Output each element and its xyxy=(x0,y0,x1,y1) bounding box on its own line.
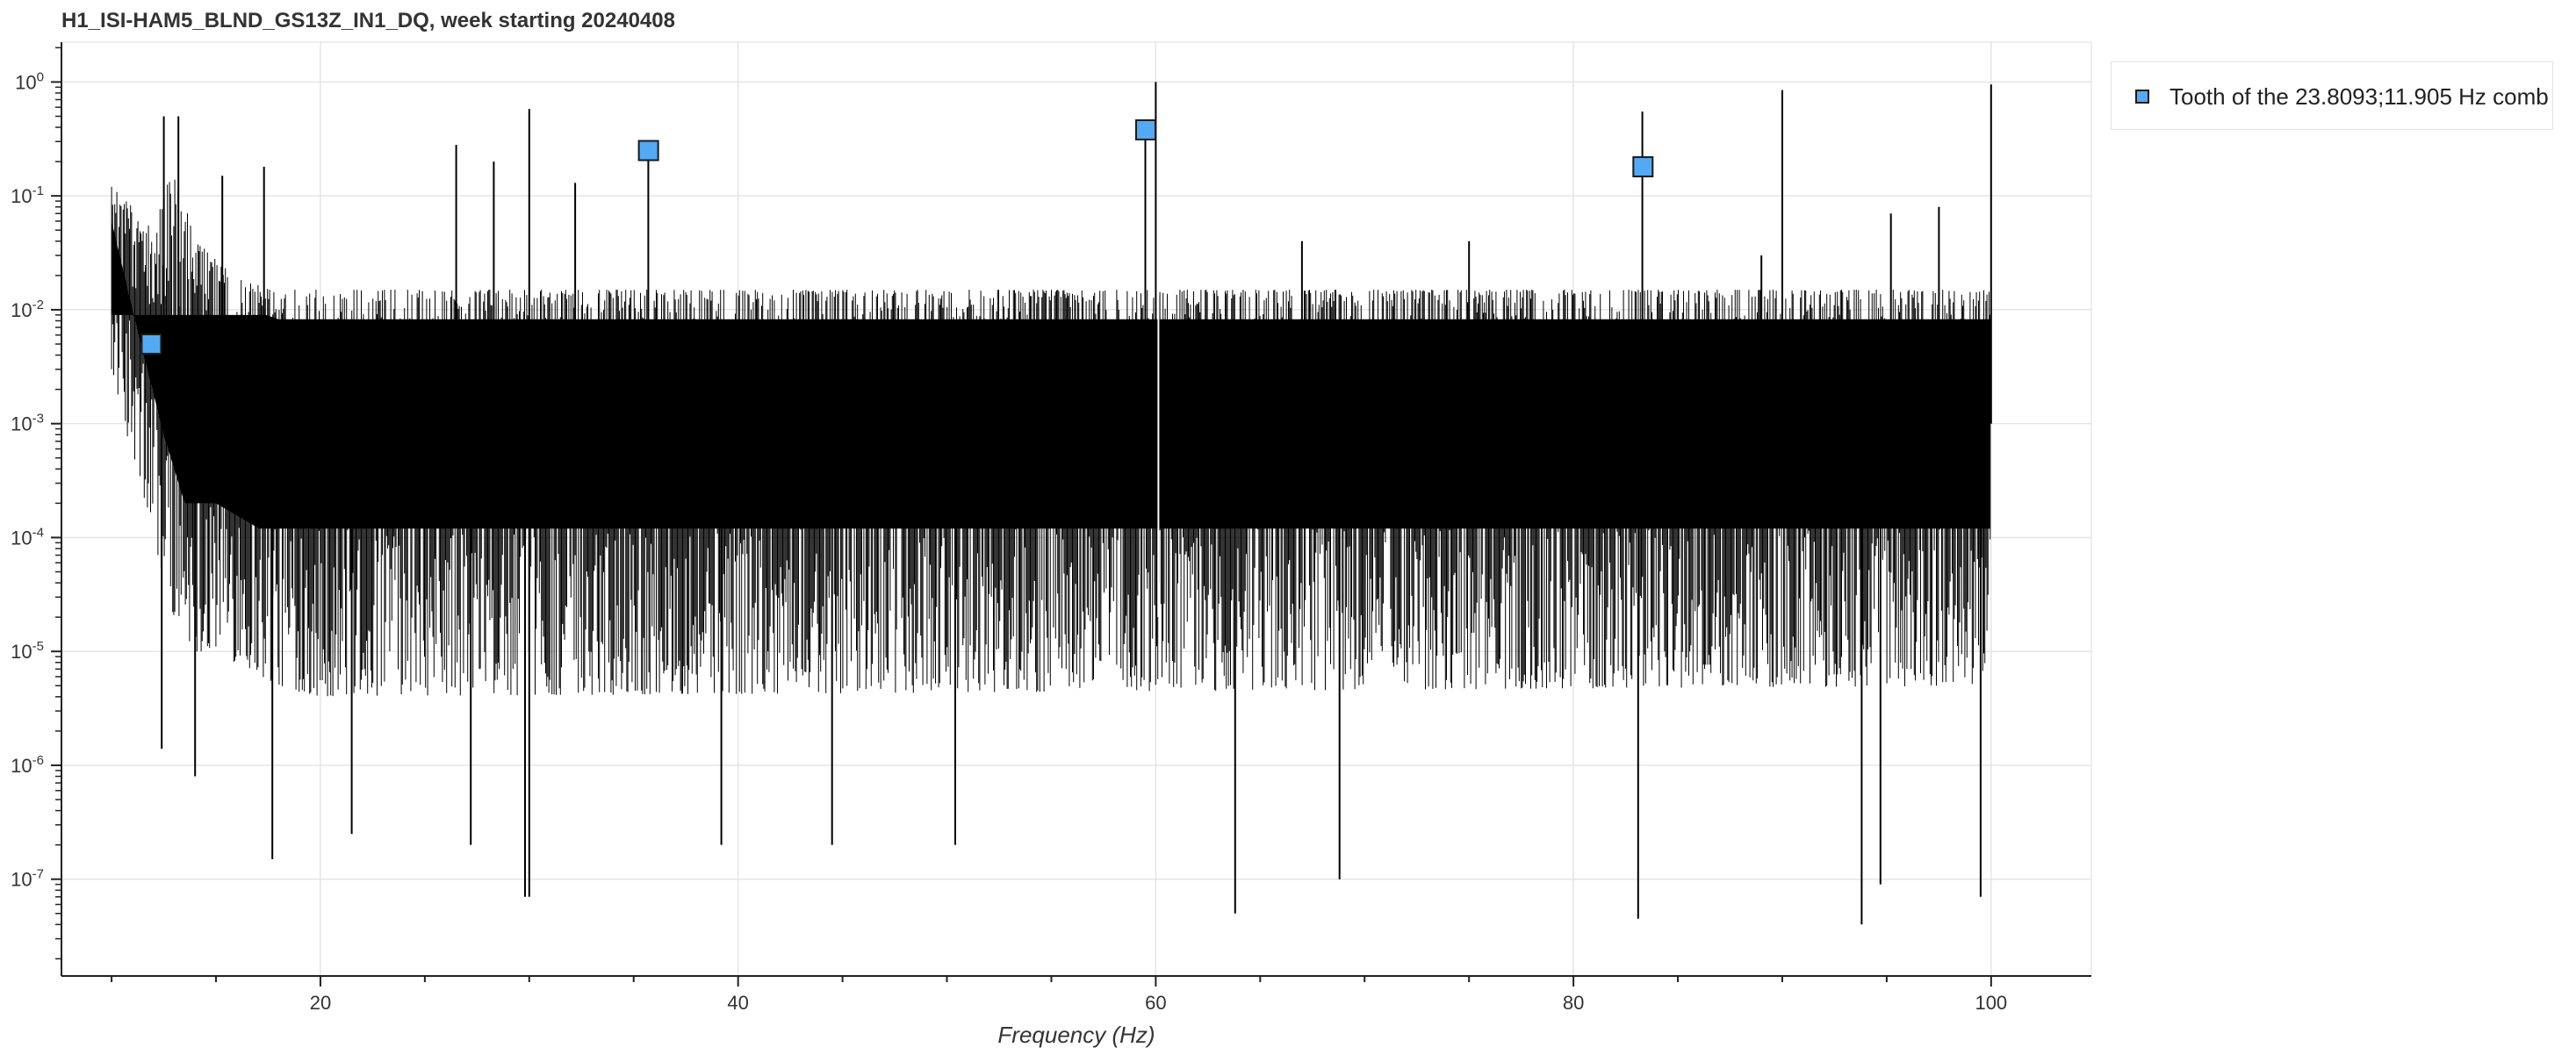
comb-tooth-marker xyxy=(140,333,162,355)
y-tick-label: 10-5 xyxy=(11,639,44,663)
x-tick-label: 40 xyxy=(727,992,748,1014)
y-tick-label: 10-1 xyxy=(11,183,44,207)
x-tick-label: 20 xyxy=(310,992,331,1014)
x-tick-label: 100 xyxy=(1975,992,2007,1014)
x-tick-label: 60 xyxy=(1145,992,1166,1014)
x-axis-title: Frequency (Hz) xyxy=(997,1022,1155,1048)
y-tick-label: 10-7 xyxy=(11,867,44,891)
axes xyxy=(51,42,2091,987)
legend-square-marker-icon xyxy=(2135,90,2149,104)
y-tick-label: 10-2 xyxy=(11,298,44,321)
legend-label: Tooth of the 23.8093;11.905 Hz comb xyxy=(2169,83,2549,110)
comb-tooth-marker xyxy=(637,140,659,161)
legend[interactable]: Tooth of the 23.8093;11.905 Hz comb xyxy=(2111,61,2553,130)
chart-title: H1_ISI-HAM5_BLND_GS13Z_IN1_DQ, week star… xyxy=(61,9,675,32)
comb-markers xyxy=(140,118,1654,355)
y-tick-label: 10-6 xyxy=(11,753,44,777)
spectrum-lines xyxy=(161,82,1992,925)
spectrum-series xyxy=(111,82,1992,925)
comb-tooth-marker xyxy=(1134,118,1156,140)
y-tick-labels: 100 10-1 10-2 10-3 10-4 10-5 10-6 10-7 xyxy=(11,69,44,890)
y-tick-label: 100 xyxy=(15,69,44,93)
x-tick-label: 80 xyxy=(1563,992,1584,1014)
x-tick-labels: 20 40 60 80 100 xyxy=(310,992,2007,1014)
comb-tooth-marker xyxy=(1632,156,1654,178)
y-tick-label: 10-3 xyxy=(11,412,44,435)
y-tick-label: 10-4 xyxy=(11,525,44,549)
